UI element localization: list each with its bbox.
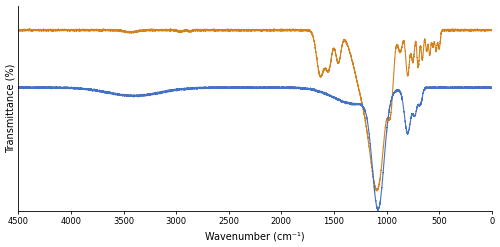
Y-axis label: Transmittance (%): Transmittance (%) bbox=[6, 63, 16, 153]
X-axis label: Wavenumber (cm⁻¹): Wavenumber (cm⁻¹) bbox=[206, 231, 305, 242]
